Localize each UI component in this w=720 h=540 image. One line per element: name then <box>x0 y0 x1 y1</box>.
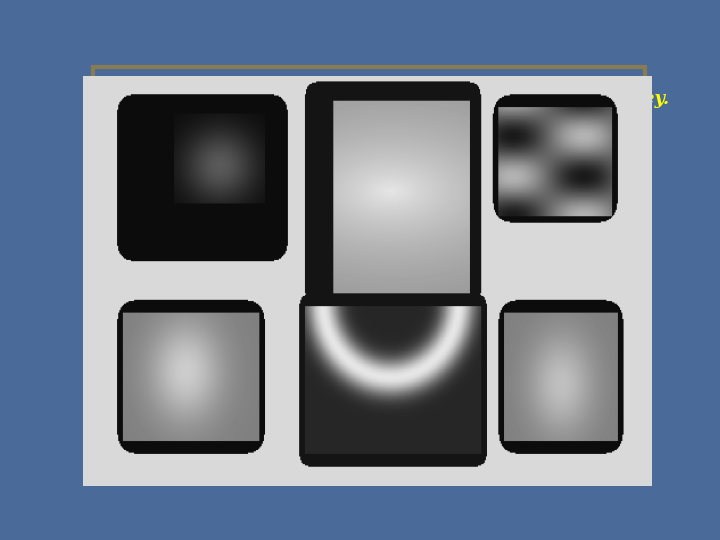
FancyBboxPatch shape <box>151 117 598 443</box>
Text: Copyright 2003, Elsevier Science (USA).  All rights reserved.: Copyright 2003, Elsevier Science (USA). … <box>101 464 395 474</box>
Text: Fig. 41-46  Mixed occlusal-periapical edentulous survey.: Fig. 41-46 Mixed occlusal-periapical ede… <box>101 91 670 109</box>
Text: Copyright © 2003, Elsevier Science (USA).  All rights reserved.: Copyright © 2003, Elsevier Science (USA)… <box>168 426 408 435</box>
Text: Fig. 41-46: Fig. 41-46 <box>515 423 626 441</box>
